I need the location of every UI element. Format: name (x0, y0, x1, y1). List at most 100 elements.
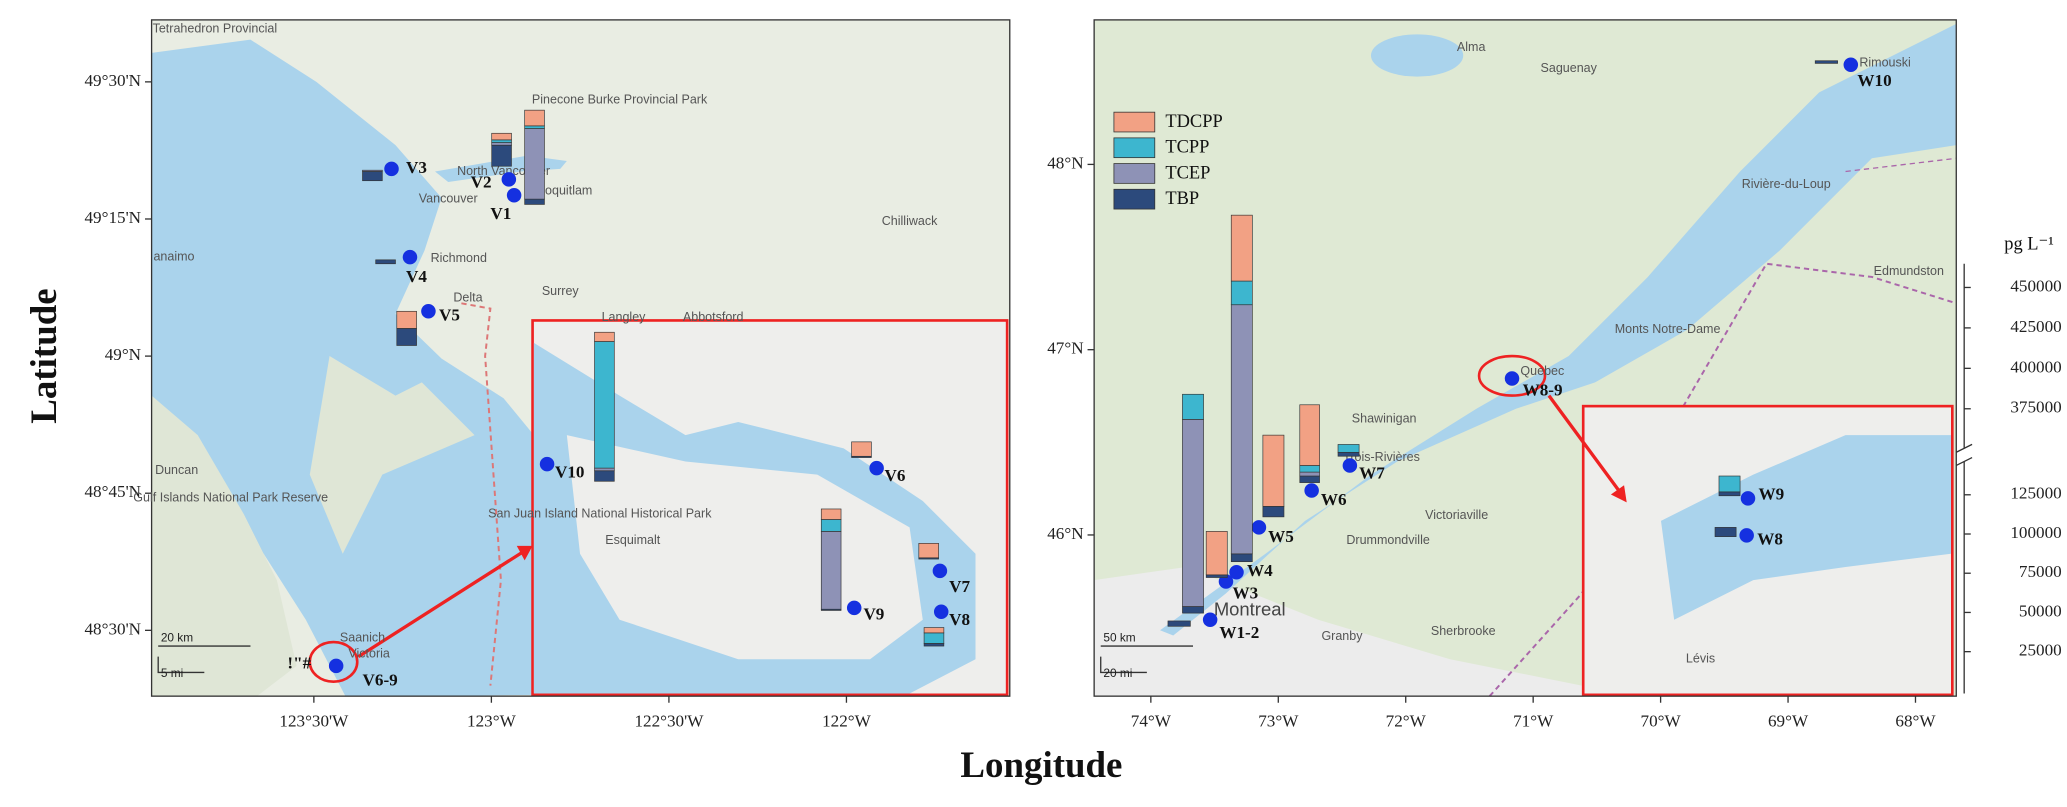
site-marker (421, 303, 436, 319)
place-name: Delta (453, 290, 482, 304)
bar-segment (491, 139, 512, 143)
x-tick-label: 69°W (1768, 711, 1809, 730)
bar-segment (1205, 531, 1228, 576)
y-tick-label: 47°N (1047, 339, 1083, 358)
place-name: Langley (602, 310, 647, 324)
place-name: Montreal (1214, 598, 1286, 619)
site-marker (501, 172, 517, 187)
frame (1093, 19, 1957, 697)
scale-bar (1100, 645, 1194, 674)
bar-segment (491, 132, 512, 141)
site-label: V8 (949, 610, 970, 629)
site-marker (402, 249, 418, 265)
y-tick-label: 48°N (1047, 153, 1083, 172)
island (309, 356, 475, 554)
site-marker (1251, 520, 1267, 535)
site-label: W7 (1359, 464, 1385, 483)
bar-segment (396, 328, 417, 346)
place-name: Vancouver (419, 191, 478, 205)
scale-tick-label: 25000 (2019, 641, 2062, 660)
place-name: Victoria (348, 646, 390, 660)
bar-segment (524, 109, 545, 127)
highlight (308, 640, 359, 683)
x-tick-label: 122°30'W (634, 711, 704, 730)
x-tick-label: 73°W (1258, 711, 1299, 730)
bar-segment (1814, 60, 1838, 64)
arrow-head (1610, 485, 1627, 503)
site-label: W5 (1268, 527, 1294, 546)
scale-tick-label: 375000 (2010, 398, 2061, 417)
scale-title: pg L⁻¹ (2004, 234, 2054, 254)
scale-tick-label: 125000 (2010, 484, 2061, 503)
x-tick-label: 123°W (467, 711, 517, 730)
scale-tick-label: 425000 (2010, 317, 2061, 336)
x-tick-label: 72°W (1386, 711, 1427, 730)
site-marker (1218, 574, 1234, 589)
site-marker (1229, 564, 1244, 580)
place-name: Tetrahedron Provincial (153, 21, 278, 35)
place-name: Monts Notre-Dame (1615, 322, 1721, 336)
place-name: Rivière-du-Loup (1742, 177, 1831, 191)
legend-swatch (1113, 111, 1156, 133)
site-label: W3 (1233, 584, 1259, 603)
site-label: W8 (1757, 530, 1783, 549)
site-marker (539, 456, 555, 472)
bar-segment (1718, 475, 1741, 493)
bar-segment (362, 171, 383, 182)
bar-segment (524, 128, 545, 200)
bar-segment (1262, 506, 1285, 518)
place-name: San Juan Island National Historical Park (488, 507, 712, 521)
site-label: W1-2 (1219, 623, 1259, 642)
site-label: W9 (1759, 485, 1785, 504)
bar-segment (524, 125, 545, 129)
bar-segment (1167, 620, 1191, 627)
scale-bar-label: 50 km (1103, 630, 1135, 644)
bar-segment (1205, 574, 1228, 578)
bar-segment (396, 310, 417, 329)
arrow (357, 551, 523, 658)
scale-bar (157, 645, 251, 674)
highlight (1477, 354, 1547, 397)
bar-segment (820, 531, 842, 610)
frame (150, 19, 1011, 697)
place-name: Drummondville (1346, 533, 1429, 547)
site-label: V1 (490, 204, 511, 223)
place-name: Granby (1321, 629, 1363, 643)
site-marker (1739, 528, 1754, 543)
axis-break (1955, 443, 1973, 467)
x-tick-label: 74°W (1131, 711, 1172, 730)
place-name: Richmond (431, 251, 487, 265)
bar-segment (1230, 280, 1253, 306)
site-label: V6-9 (363, 671, 398, 690)
lake (1370, 34, 1464, 77)
y-tick-label: 48°30'N (84, 619, 141, 638)
border (1845, 157, 1957, 173)
site-label: W8-9 (1523, 381, 1563, 400)
place-name: Trois-Rivières (1343, 450, 1420, 464)
inset-water (1660, 435, 1951, 620)
y-tick-label: 46°N (1047, 524, 1083, 543)
x-tick-label: 68°W (1895, 711, 1936, 730)
scale-bar-label: 5 mi (161, 666, 183, 680)
place-name: Shawinigan (1352, 412, 1417, 426)
scale-tick-label: 75000 (2019, 562, 2062, 581)
site-label: V3 (406, 158, 427, 177)
bar-segment (491, 144, 512, 167)
bar-segment (820, 519, 842, 532)
x-tick-label: 70°W (1641, 711, 1682, 730)
border (461, 302, 502, 686)
site-marker (846, 600, 862, 616)
bar-segment (1718, 491, 1741, 497)
site-marker (932, 563, 948, 579)
site-marker (1202, 612, 1218, 627)
bar-segment (362, 169, 383, 172)
site-marker (1843, 57, 1859, 72)
bar-segment (1299, 475, 1320, 483)
site-marker (869, 460, 884, 476)
marker-text: !"# (287, 653, 311, 672)
bar-segment (923, 643, 945, 647)
scale-tick-label: 50000 (2019, 601, 2062, 620)
legend-label: TBP (1165, 188, 1199, 208)
site-label: V4 (406, 267, 427, 286)
place-name: anaimo (153, 249, 194, 263)
